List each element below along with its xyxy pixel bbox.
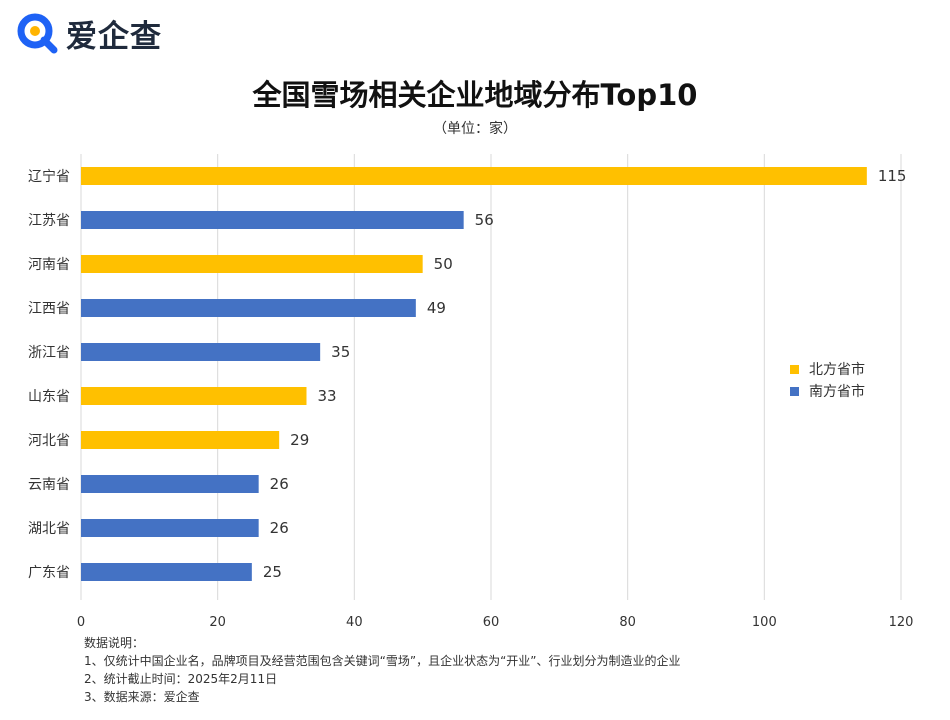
legend-label-north: 北方省市 [809,362,865,378]
data-label: 26 [270,519,289,537]
x-tick-label: 20 [209,615,226,630]
data-label: 115 [878,167,907,185]
y-tick-label: 广东省 [28,565,70,581]
bar [81,343,321,361]
logo: 爱企查 [14,10,162,56]
y-tick-label: 河南省 [28,257,70,273]
magnifier-q-icon [17,13,58,54]
y-tick-label: 山东省 [28,389,70,405]
x-tick-label: 100 [752,615,777,630]
bar [81,387,307,405]
bar [81,167,867,185]
x-tick-label: 120 [889,615,914,630]
chart-title: 全国雪场相关企业地域分布Top10 [252,78,698,112]
x-tick-label: 80 [619,615,636,630]
data-label: 50 [434,255,453,273]
logo-text: 爱企查 [66,18,162,55]
legend-swatch-north [790,364,799,374]
legend: 北方省市 南方省市 [790,358,865,402]
data-label: 35 [331,343,350,361]
y-tick-label: 湖北省 [28,521,70,537]
x-tick-label: 40 [346,615,363,630]
y-tick-label: 江苏省 [28,213,70,229]
y-tick-label: 浙江省 [28,345,70,361]
legend-label-south: 南方省市 [809,384,865,400]
data-label: 49 [427,299,446,317]
legend-item-south: 南方省市 [790,380,865,402]
data-label: 25 [263,563,282,581]
y-tick-label: 云南省 [28,477,70,493]
bar [81,431,280,449]
notes-line-3: 3、数据来源：爱企查 [84,690,200,704]
bar [81,563,252,581]
bar-chart: 0 20 40 60 80 100 120 辽宁省 115 江苏省 56 河南省 50 江西省 49 浙江省 3… [28,154,914,630]
y-tick-label: 江西省 [28,301,70,317]
y-tick-label: 辽宁省 [28,168,70,185]
x-tick-label: 0 [77,615,85,630]
legend-swatch-south [790,386,799,396]
legend-item-north: 北方省市 [790,358,865,380]
data-label: 26 [270,475,289,493]
data-notes: 数据说明： 1、仅统计中国企业名，品牌项目及经营范围包含关键词“雪场”，且企业状… [84,634,681,706]
notes-line-2: 2、统计截止时间：2025年2月11日 [84,672,278,686]
data-label: 33 [318,387,337,405]
bar [81,475,259,493]
data-label: 56 [475,211,494,229]
bar [81,519,259,537]
bar [81,299,416,317]
x-tick-label: 60 [483,615,500,630]
data-label: 29 [290,431,309,449]
notes-heading: 数据说明： [84,636,145,650]
chart-subtitle: （单位：家） [433,121,517,137]
y-tick-label: 河北省 [28,433,70,449]
bar [81,255,423,273]
notes-line-1: 1、仅统计中国企业名，品牌项目及经营范围包含关键词“雪场”，且企业状态为“开业”… [84,654,681,668]
bar [81,211,464,229]
